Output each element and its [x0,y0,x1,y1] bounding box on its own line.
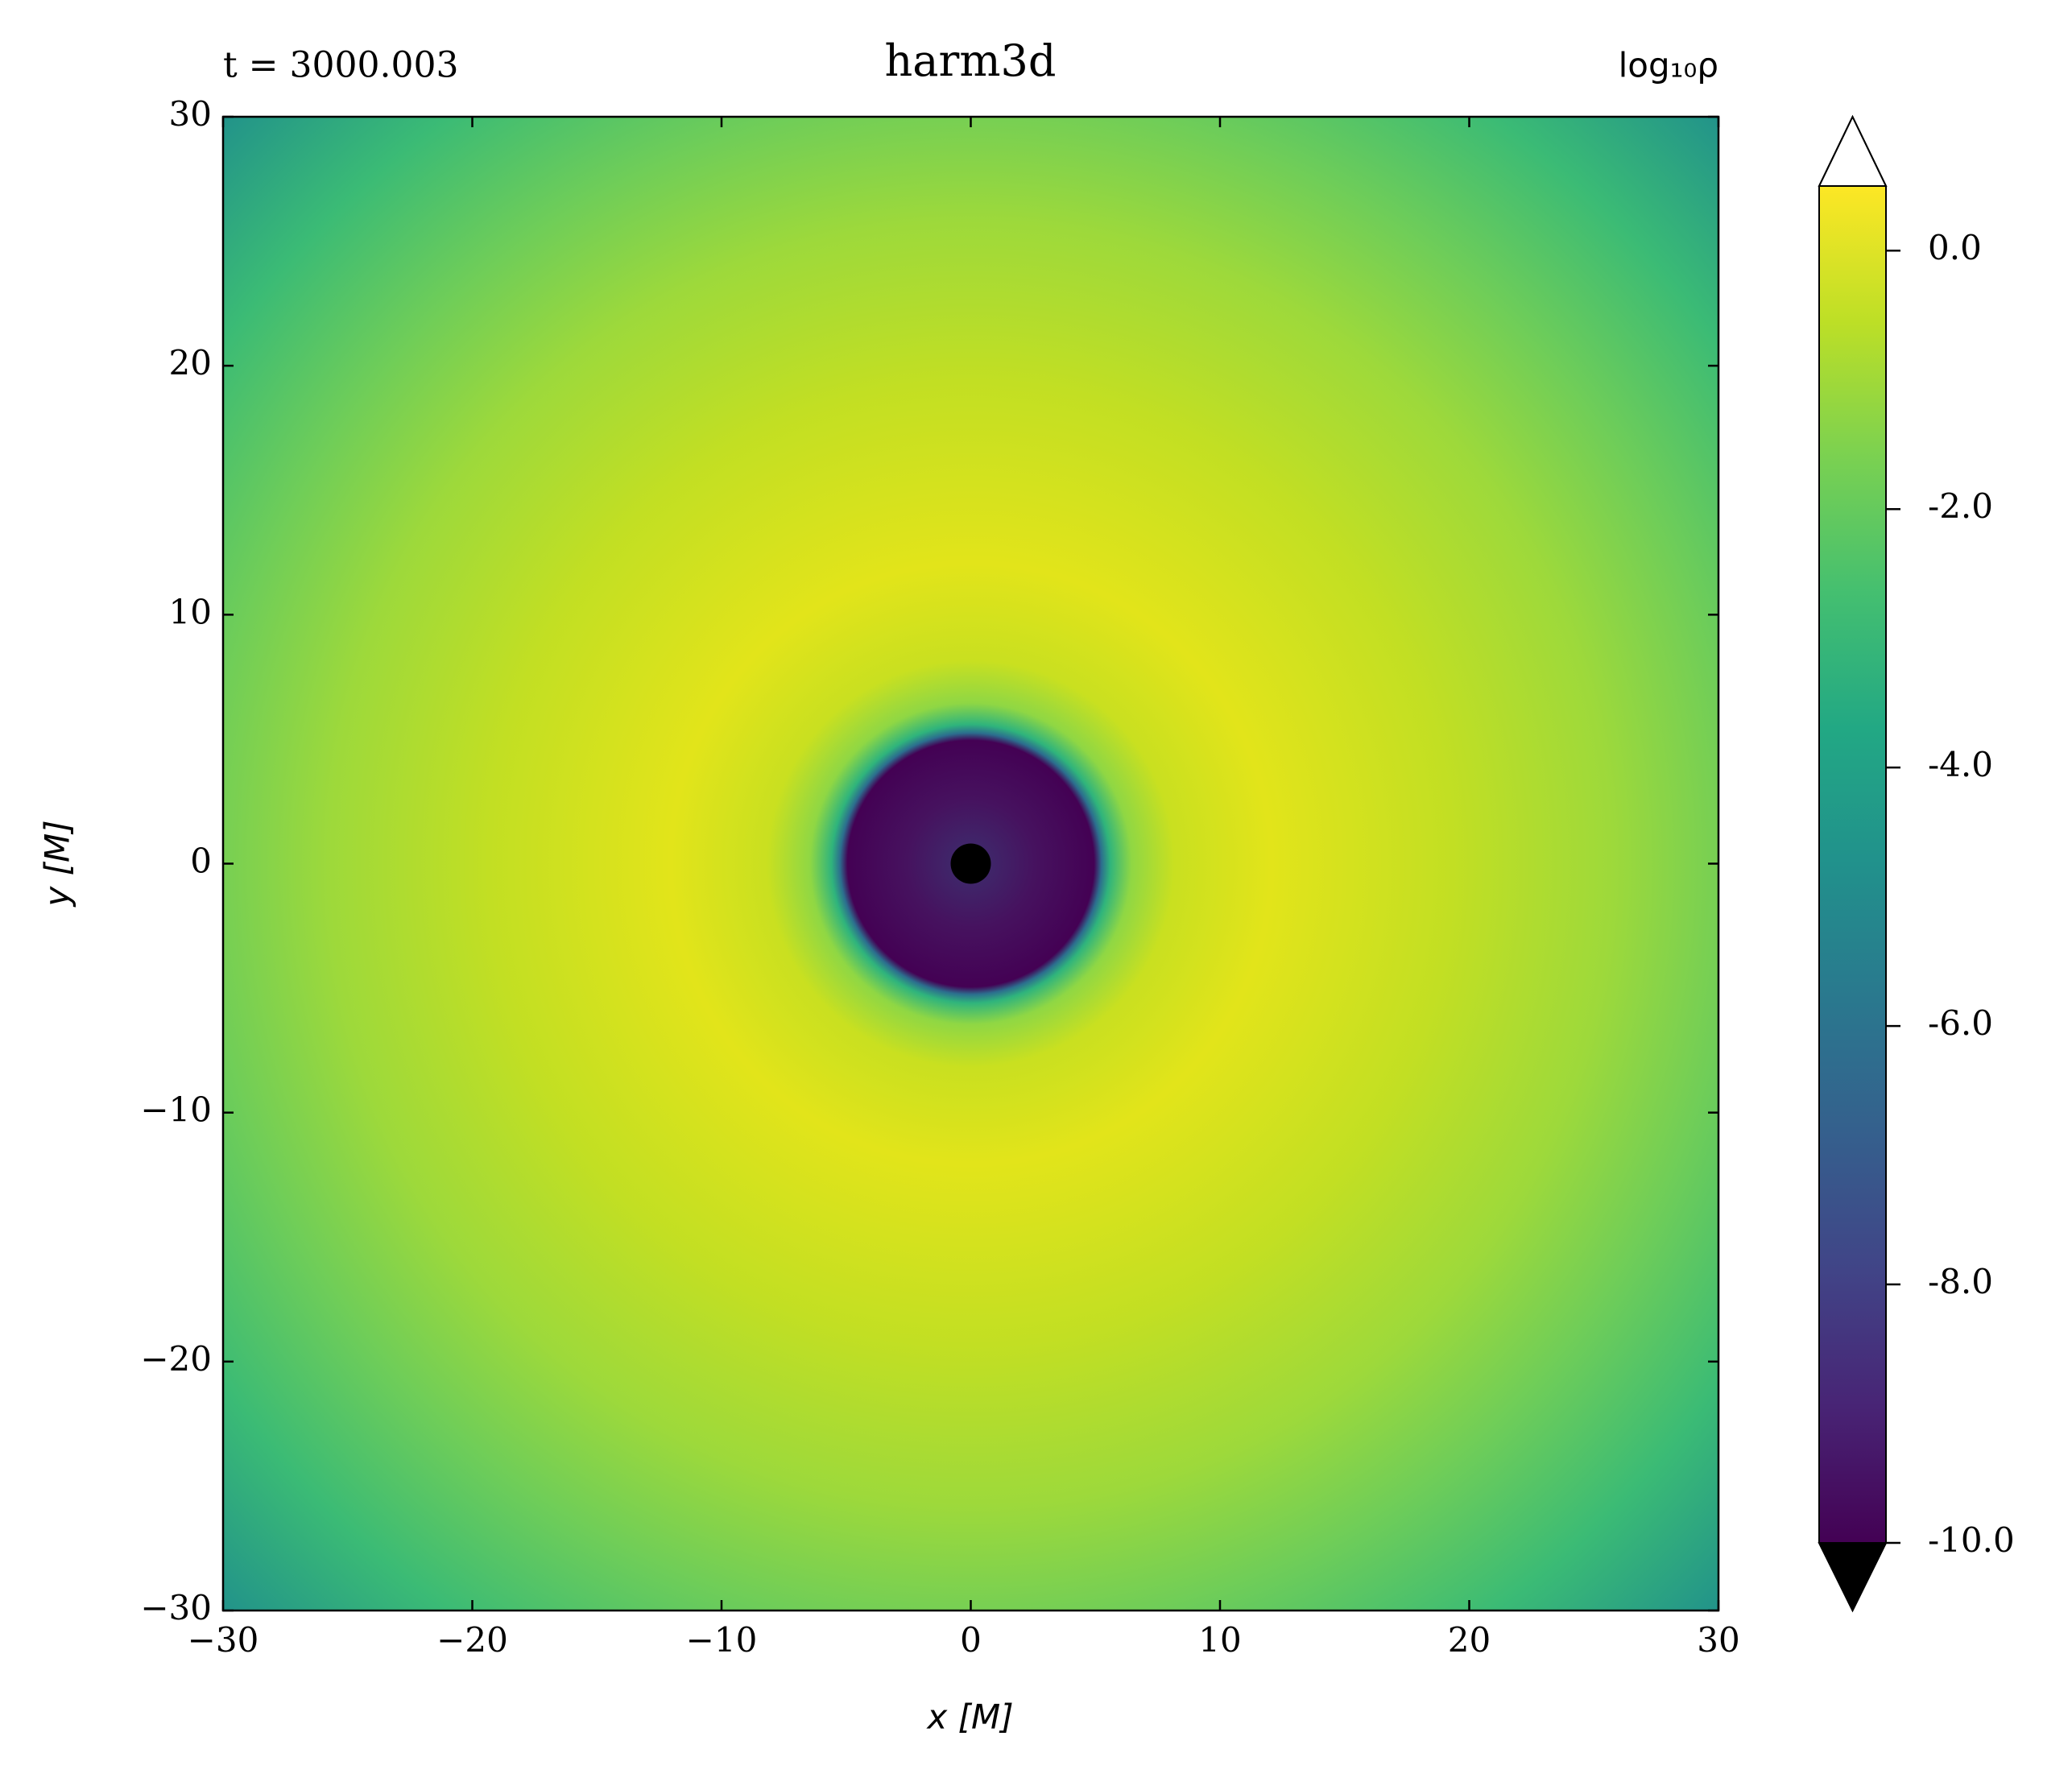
colorbar-frame [1818,114,1887,1613]
x-tick-label: 0 [960,1620,982,1660]
x-tick-label: 10 [1198,1620,1241,1660]
y-tick-label: −20 [140,1339,212,1379]
y-tick-label: 10 [169,592,212,631]
colorbar [1819,186,1886,1543]
y-tick-label: 20 [169,343,212,383]
colorbar-extend-max [1818,114,1888,187]
x-tick-label: −20 [436,1620,508,1660]
colorbar-tick-label: -2.0 [1928,486,1993,526]
colorbar-tick-label: -10.0 [1928,1520,2015,1560]
y-tick-label: 30 [169,94,212,134]
colorbar-tick-label: -6.0 [1928,1003,1993,1043]
x-axis-label: x [M] [925,1697,1013,1737]
colorbar-extend-min [1818,1542,1888,1613]
x-tick-label: −10 [686,1620,758,1660]
y-axis-label: y [M] [38,820,77,908]
y-tick-label: −30 [140,1588,212,1627]
colorbar-tick-label: -8.0 [1928,1262,1993,1301]
y-tick-label: −10 [140,1090,212,1130]
x-tick-label: −30 [188,1620,259,1660]
y-tick-label: 0 [190,842,212,881]
horizon-marker [950,843,991,884]
x-tick-label: 30 [1697,1620,1739,1660]
colorbar-label: log₁₀ρ [1619,46,1718,85]
x-tick-label: 20 [1448,1620,1491,1660]
time-annotation: t = 3000.003 [223,45,458,86]
chart-title: harm3d [885,35,1057,86]
colorbar-tick-label: -4.0 [1928,745,1993,784]
colorbar-tick-label: 0.0 [1928,228,1982,267]
